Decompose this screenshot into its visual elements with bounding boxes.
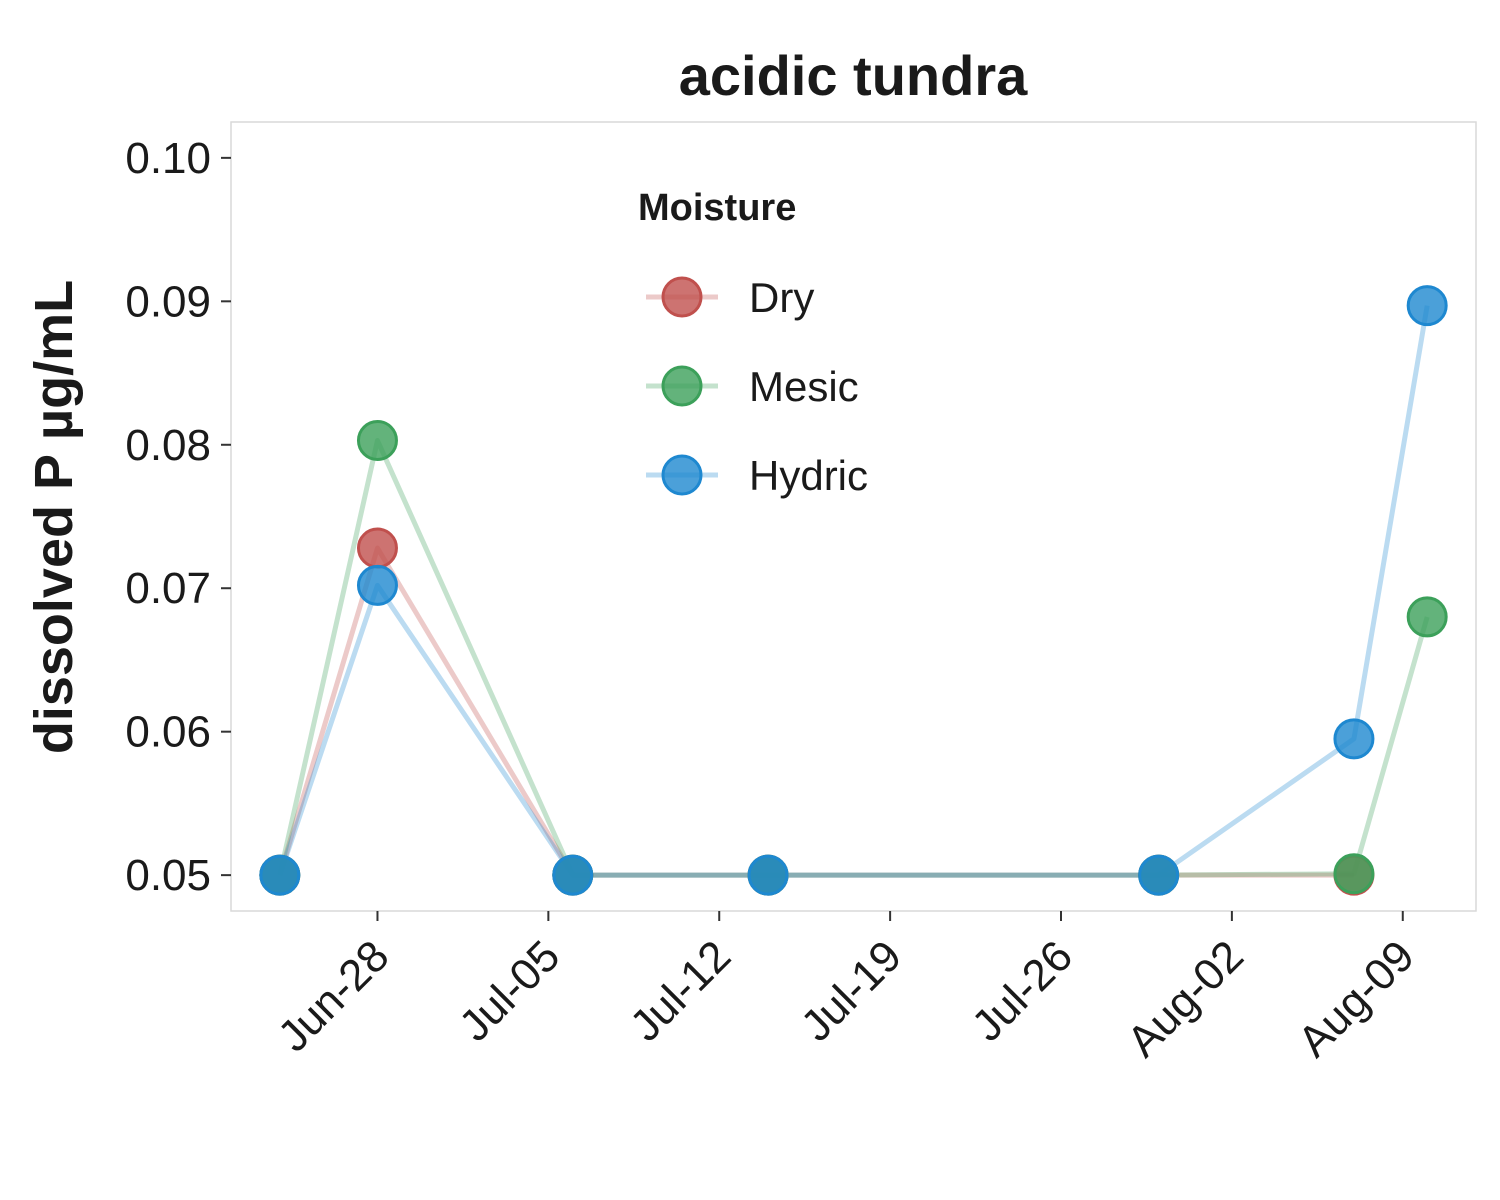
- series-points: [259, 285, 1448, 896]
- y-tick-label: 0.06: [125, 708, 211, 757]
- y-axis-label: dissolved P µg/mL: [24, 280, 84, 754]
- legend-key-point: [661, 365, 703, 407]
- legend-key-point: [661, 276, 703, 318]
- x-tick-label: Jul-12: [621, 931, 740, 1050]
- legend-key-point: [661, 454, 703, 496]
- x-axis: Jun-28 Jul-05 Jul-12 Jul-19 Jul-26 Aug-02 Aug-…: [269, 911, 1424, 1066]
- x-tick-label: Jul-19: [792, 931, 911, 1050]
- data-point-hydric: [1333, 718, 1375, 760]
- legend: Moisture Dry Mesic Hydric: [638, 187, 868, 499]
- data-point-mesic: [356, 419, 398, 461]
- legend-label-dry: Dry: [749, 274, 814, 321]
- data-point-hydric: [356, 564, 398, 606]
- data-point-dry: [356, 527, 398, 569]
- data-point-mesic: [1333, 853, 1375, 895]
- y-tick-label: 0.09: [125, 277, 211, 326]
- legend-title: Moisture: [638, 187, 796, 229]
- series-line-dry: [277, 545, 1354, 878]
- data-point-hydric: [259, 854, 301, 896]
- y-tick-label: 0.10: [125, 134, 211, 183]
- y-axis: 0.05 0.06 0.07 0.08 0.09 0.10: [125, 134, 231, 900]
- legend-label-mesic: Mesic: [749, 363, 859, 410]
- x-tick-label: Aug-09: [1289, 931, 1424, 1066]
- data-point-hydric: [552, 854, 594, 896]
- legend-label-hydric: Hydric: [749, 452, 868, 499]
- plot-panel: [230, 121, 1477, 912]
- chart-title: acidic tundra: [679, 44, 1028, 107]
- y-tick-label: 0.07: [125, 564, 211, 613]
- data-point-hydric: [1138, 854, 1180, 896]
- data-point-hydric: [1406, 285, 1448, 327]
- data-point-hydric: [747, 854, 789, 896]
- x-tick-label: Jul-26: [963, 931, 1082, 1050]
- y-tick-label: 0.08: [125, 421, 211, 470]
- y-tick-label: 0.05: [125, 851, 211, 900]
- x-tick-label: Aug-02: [1118, 931, 1253, 1066]
- x-tick-label: Jun-28: [269, 931, 399, 1061]
- x-tick-label: Jul-05: [450, 931, 569, 1050]
- data-point-mesic: [1406, 596, 1448, 638]
